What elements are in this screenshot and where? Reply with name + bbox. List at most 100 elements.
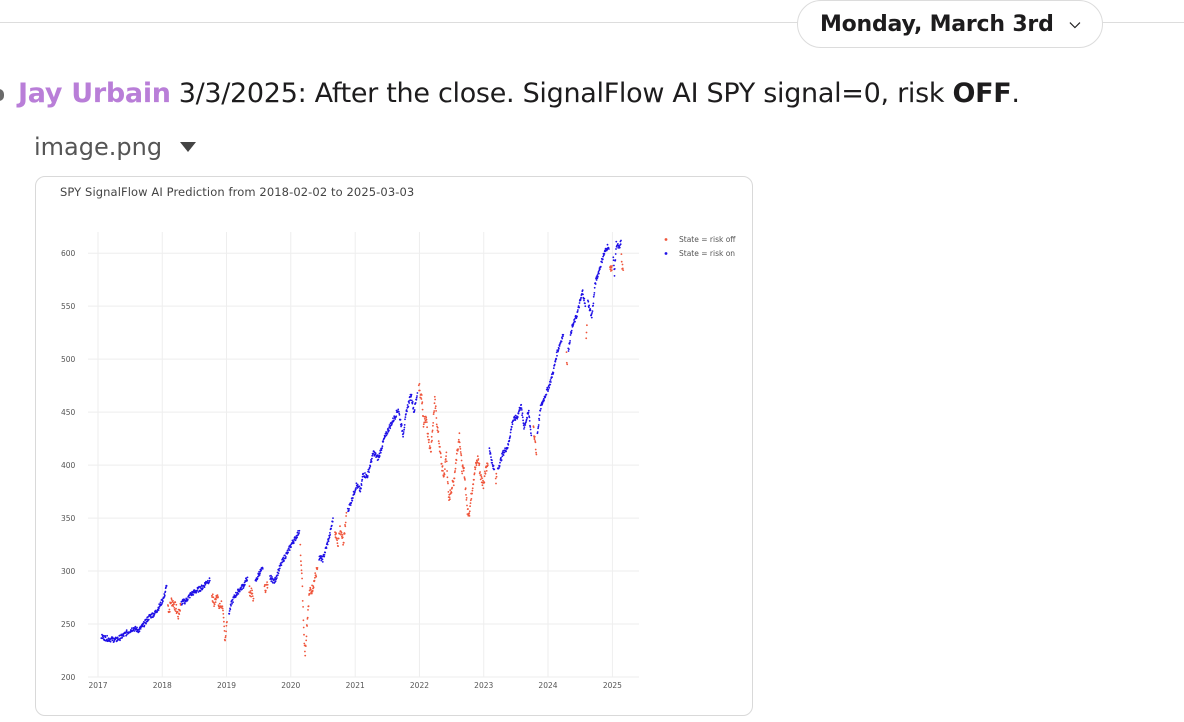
data-point <box>170 601 173 604</box>
data-point <box>212 601 215 604</box>
data-point <box>602 254 605 257</box>
data-point <box>264 589 267 592</box>
data-point <box>398 412 401 415</box>
legend-marker <box>664 252 668 255</box>
data-point <box>124 632 127 634</box>
data-point <box>618 246 621 249</box>
data-point <box>224 639 227 642</box>
data-point <box>514 414 517 417</box>
data-point <box>483 475 486 478</box>
data-point <box>287 547 290 550</box>
data-point <box>523 428 525 430</box>
data-point <box>307 609 309 611</box>
data-point <box>598 272 600 275</box>
attachment-filename[interactable]: image.png <box>34 133 163 161</box>
data-point <box>403 424 406 426</box>
data-point <box>469 505 471 508</box>
data-point <box>385 434 388 437</box>
data-point <box>417 384 420 387</box>
data-point <box>204 583 207 586</box>
data-point <box>224 635 227 637</box>
data-point <box>287 551 289 554</box>
data-point <box>376 454 379 457</box>
data-point <box>576 310 579 313</box>
data-point <box>274 576 277 579</box>
data-point <box>439 452 442 455</box>
data-point <box>415 396 418 399</box>
data-point <box>427 432 429 435</box>
data-point <box>566 363 569 366</box>
data-point <box>260 569 263 572</box>
data-point <box>546 386 549 389</box>
data-point <box>225 624 228 627</box>
data-point <box>528 416 531 419</box>
data-point <box>541 403 544 406</box>
data-point <box>416 392 419 394</box>
data-point <box>526 417 529 419</box>
data-point <box>264 591 267 594</box>
data-point <box>403 426 406 429</box>
data-point <box>488 447 491 450</box>
data-point <box>285 556 287 558</box>
data-point <box>466 504 468 507</box>
data-point <box>159 601 162 604</box>
data-point <box>216 594 219 596</box>
data-point <box>271 576 273 578</box>
legend-marker <box>664 238 668 241</box>
data-point <box>258 574 261 576</box>
data-point <box>433 410 436 412</box>
data-point <box>468 515 471 517</box>
data-point <box>309 593 311 595</box>
data-point <box>509 435 512 438</box>
data-point <box>274 580 277 583</box>
data-point <box>408 402 411 404</box>
data-point <box>558 345 561 347</box>
data-point <box>220 600 223 603</box>
data-point <box>436 429 439 432</box>
data-point <box>370 460 373 463</box>
data-point <box>620 260 623 263</box>
data-point <box>601 258 604 261</box>
data-point <box>432 413 435 415</box>
data-point <box>235 591 237 594</box>
caret-down-icon[interactable] <box>180 142 197 152</box>
data-point <box>498 465 501 467</box>
data-point <box>612 259 615 262</box>
date-jump-button[interactable]: Monday, March 3rd ⌵ <box>797 0 1103 48</box>
data-point <box>408 400 410 403</box>
data-point <box>463 467 465 469</box>
data-point <box>435 417 438 419</box>
data-point <box>392 417 394 420</box>
data-point <box>501 455 504 458</box>
data-point <box>506 446 509 449</box>
attachment-header[interactable]: image.png <box>34 130 197 164</box>
data-point <box>228 612 231 615</box>
data-point <box>614 259 617 261</box>
data-point <box>119 639 121 642</box>
data-point <box>366 475 369 477</box>
data-point <box>259 572 261 575</box>
data-point <box>576 315 578 318</box>
avatar[interactable] <box>0 89 4 101</box>
data-point <box>255 580 258 582</box>
data-point <box>578 302 581 304</box>
data-point <box>461 472 464 475</box>
data-point <box>551 376 553 378</box>
data-point <box>170 597 173 600</box>
data-point <box>300 569 303 572</box>
data-point <box>355 482 358 485</box>
data-point <box>591 312 593 314</box>
data-point <box>304 645 307 647</box>
image-attachment[interactable]: SPY SignalFlow AI Prediction from 2018-0… <box>35 176 753 716</box>
data-point <box>439 446 441 448</box>
data-point <box>468 512 471 515</box>
data-point <box>435 423 438 426</box>
data-point <box>401 429 404 432</box>
author-name[interactable]: Jay Urbain <box>18 78 171 109</box>
data-point <box>378 455 381 457</box>
data-point <box>314 572 317 574</box>
data-point <box>244 583 246 586</box>
data-point <box>177 617 180 620</box>
data-point <box>523 426 526 428</box>
data-point <box>456 449 459 452</box>
